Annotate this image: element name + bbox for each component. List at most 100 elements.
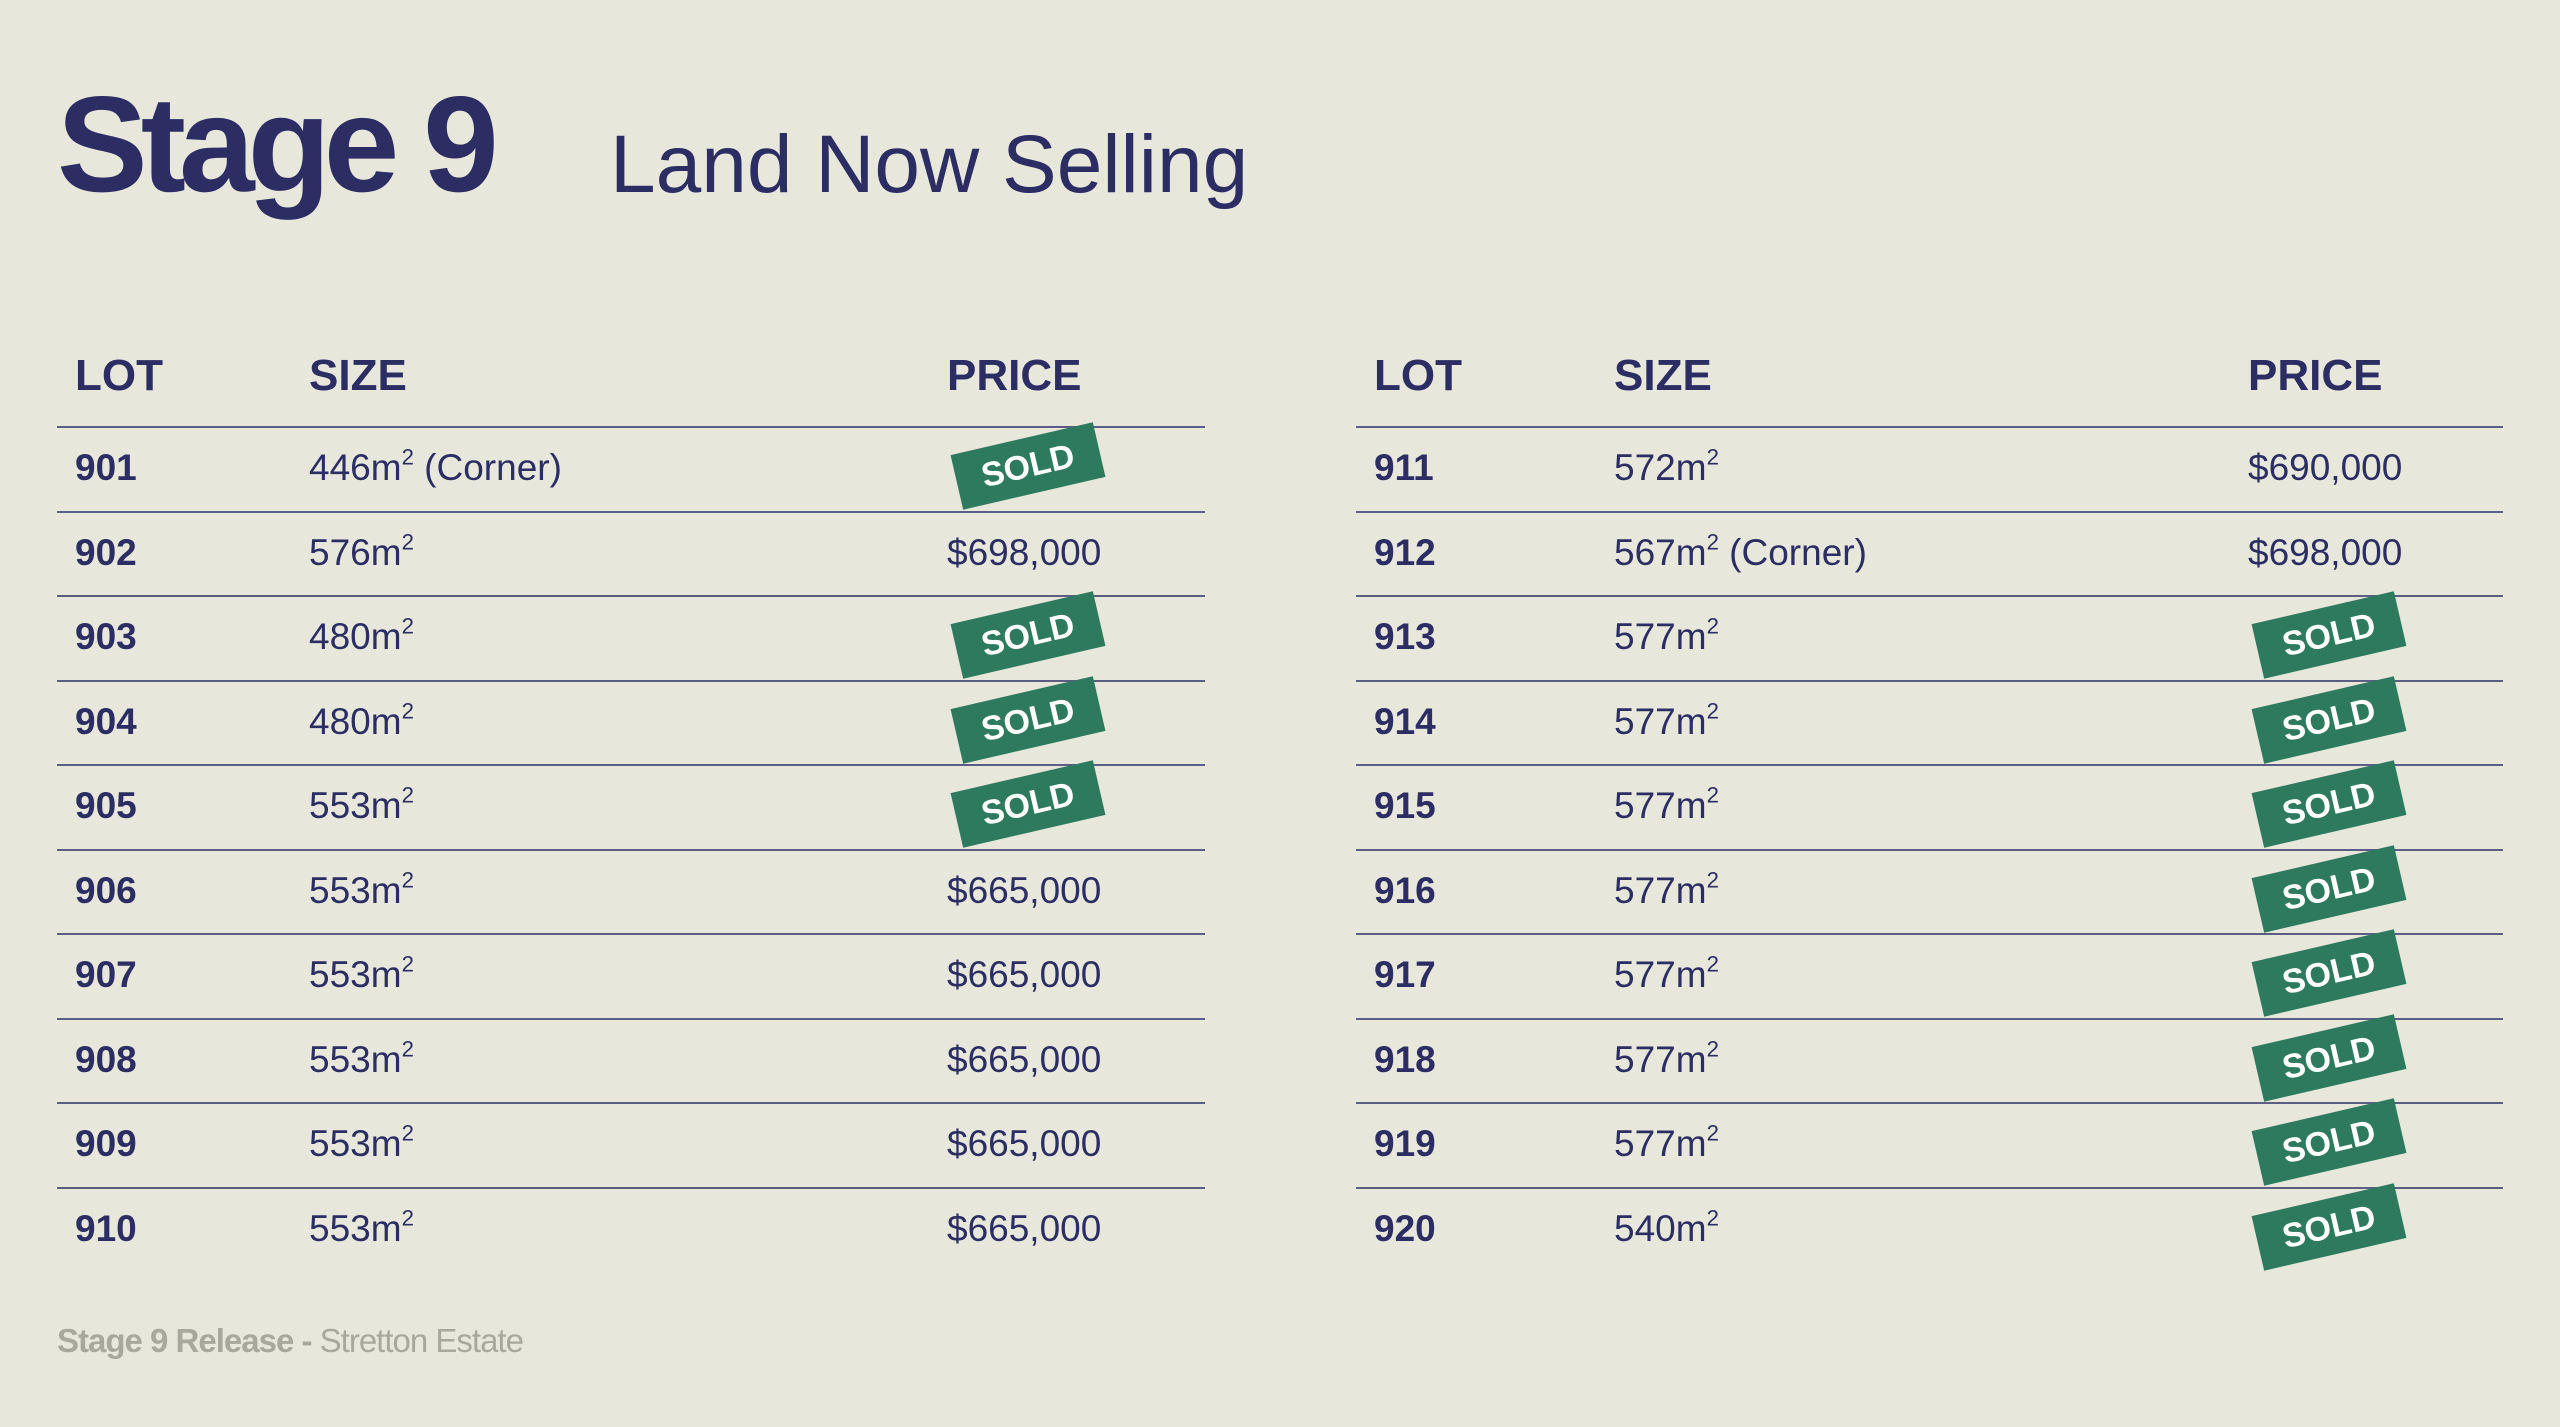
table-row: 909 553m2 $665,000 xyxy=(57,1104,1205,1189)
sold-badge: SOLD xyxy=(2251,1182,2407,1271)
lot-size-value: 553m xyxy=(309,1123,402,1164)
sold-badge: SOLD xyxy=(2251,760,2407,848)
footer-estate: Stretton Estate xyxy=(311,1322,524,1359)
squared-superscript: 2 xyxy=(1706,1120,1719,1146)
lot-size: 480m2 xyxy=(309,615,414,658)
sold-badge: SOLD xyxy=(950,591,1106,679)
sold-badge: SOLD xyxy=(2251,844,2407,933)
table-body: 901 446m2 (Corner) SOLD 902 576m2 $698,000 903… xyxy=(57,422,1205,1272)
lot-size-value: 577m xyxy=(1614,616,1707,657)
lot-price: $665,000 xyxy=(947,1123,1102,1164)
lot-number: 903 xyxy=(75,616,137,657)
table-row: 903 480m2 SOLD xyxy=(57,591,1205,682)
squared-superscript: 2 xyxy=(1706,951,1719,977)
table-row: 905 553m2 SOLD xyxy=(57,760,1205,851)
lot-size: 577m2 xyxy=(1614,953,1719,996)
lot-size-value: 553m xyxy=(309,954,402,995)
table-row: 914 577m2 SOLD xyxy=(1356,675,2503,766)
column-header-size: SIZE xyxy=(1614,351,1712,400)
lot-size-value: 577m xyxy=(1614,700,1707,742)
squared-superscript: 2 xyxy=(401,866,414,892)
lot-size-value: 553m xyxy=(309,869,402,911)
lot-size-value: 577m xyxy=(1614,785,1707,826)
table-row: 918 577m2 SOLD xyxy=(1356,1013,2503,1104)
squared-superscript: 2 xyxy=(1706,1204,1719,1230)
table-row: 907 553m2 $665,000 xyxy=(57,935,1205,1020)
table-header: LOT SIZE PRICE xyxy=(1356,342,2503,428)
lot-number: 913 xyxy=(1374,616,1436,657)
lot-size: 572m2 xyxy=(1614,446,1719,489)
lot-size: 577m2 xyxy=(1614,1122,1719,1165)
lot-size-value: 540m xyxy=(1614,1207,1707,1249)
sold-badge: SOLD xyxy=(2251,675,2407,764)
table-row: 919 577m2 SOLD xyxy=(1356,1098,2503,1189)
table-row: 902 576m2 $698,000 xyxy=(57,513,1205,597)
squared-superscript: 2 xyxy=(401,951,414,977)
lot-number: 918 xyxy=(1374,1038,1436,1080)
lot-number: 906 xyxy=(75,869,137,911)
squared-superscript: 2 xyxy=(1706,528,1719,554)
lot-size: 446m2 (Corner) xyxy=(309,446,562,489)
lot-number: 907 xyxy=(75,954,137,995)
squared-superscript: 2 xyxy=(401,782,414,808)
sold-badge: SOLD xyxy=(950,675,1106,764)
lot-price: $698,000 xyxy=(947,531,1102,573)
footer-release: Stage 9 Release - xyxy=(57,1322,312,1359)
lot-size: 577m2 xyxy=(1614,615,1719,658)
squared-superscript: 2 xyxy=(1706,613,1719,639)
lot-number: 908 xyxy=(75,1038,137,1080)
lot-size-value: 577m xyxy=(1614,1038,1707,1080)
page-title: Stage 9 xyxy=(57,68,499,220)
lot-size-value: 577m xyxy=(1614,869,1707,911)
lot-number: 919 xyxy=(1374,1123,1436,1164)
table-body: 911 572m2 $690,000 912 567m2 (Corner) $698,00… xyxy=(1356,428,2503,1271)
lot-size-note: (Corner) xyxy=(1718,531,1867,573)
column-header-price: PRICE xyxy=(2248,351,2383,400)
lot-price: $690,000 xyxy=(2248,447,2403,488)
lot-size-value: 553m xyxy=(309,785,402,826)
lot-number: 909 xyxy=(75,1123,137,1164)
lot-size: 577m2 xyxy=(1614,868,1719,912)
table-row: 910 553m2 $665,000 xyxy=(57,1189,1205,1272)
squared-superscript: 2 xyxy=(1706,444,1719,470)
table-row: 913 577m2 SOLD xyxy=(1356,591,2503,682)
column-header-lot: LOT xyxy=(1374,351,1462,400)
lot-size-value: 553m xyxy=(309,1207,402,1249)
lot-size: 577m2 xyxy=(1614,1037,1719,1081)
squared-superscript: 2 xyxy=(1706,1035,1719,1061)
squared-superscript: 2 xyxy=(401,528,414,554)
squared-superscript: 2 xyxy=(1706,782,1719,808)
lot-size: 577m2 xyxy=(1614,699,1719,743)
squared-superscript: 2 xyxy=(1706,866,1719,892)
lot-size-value: 576m xyxy=(309,531,402,573)
table-row: 901 446m2 (Corner) SOLD xyxy=(57,422,1205,513)
lot-size: 553m2 xyxy=(309,784,414,827)
squared-superscript: 2 xyxy=(401,697,414,723)
table-row: 904 480m2 SOLD xyxy=(57,675,1205,766)
lot-number: 915 xyxy=(1374,785,1436,826)
squared-superscript: 2 xyxy=(401,1035,414,1061)
table-row: 917 577m2 SOLD xyxy=(1356,929,2503,1020)
lot-number: 914 xyxy=(1374,700,1436,742)
table-row: 916 577m2 SOLD xyxy=(1356,844,2503,935)
lot-size: 480m2 xyxy=(309,699,414,743)
lot-size: 577m2 xyxy=(1614,784,1719,827)
squared-superscript: 2 xyxy=(1706,697,1719,723)
column-header-price: PRICE xyxy=(947,351,1082,400)
table-row: 912 567m2 (Corner) $698,000 xyxy=(1356,513,2503,597)
lot-size-value: 553m xyxy=(309,1038,402,1080)
sold-badge: SOLD xyxy=(950,422,1106,510)
lot-number: 912 xyxy=(1374,531,1436,573)
sold-badge: SOLD xyxy=(2251,591,2407,679)
table-row: 920 540m2 SOLD xyxy=(1356,1182,2503,1272)
lot-number: 904 xyxy=(75,700,137,742)
table-row: 915 577m2 SOLD xyxy=(1356,760,2503,851)
lot-number: 917 xyxy=(1374,954,1436,995)
lot-number: 902 xyxy=(75,531,137,573)
table-row: 908 553m2 $665,000 xyxy=(57,1020,1205,1104)
lot-size: 576m2 xyxy=(309,530,414,574)
lot-number: 920 xyxy=(1374,1207,1436,1249)
lot-size: 553m2 xyxy=(309,1037,414,1081)
lot-size-value: 567m xyxy=(1614,531,1707,573)
lot-size-value: 577m xyxy=(1614,954,1707,995)
